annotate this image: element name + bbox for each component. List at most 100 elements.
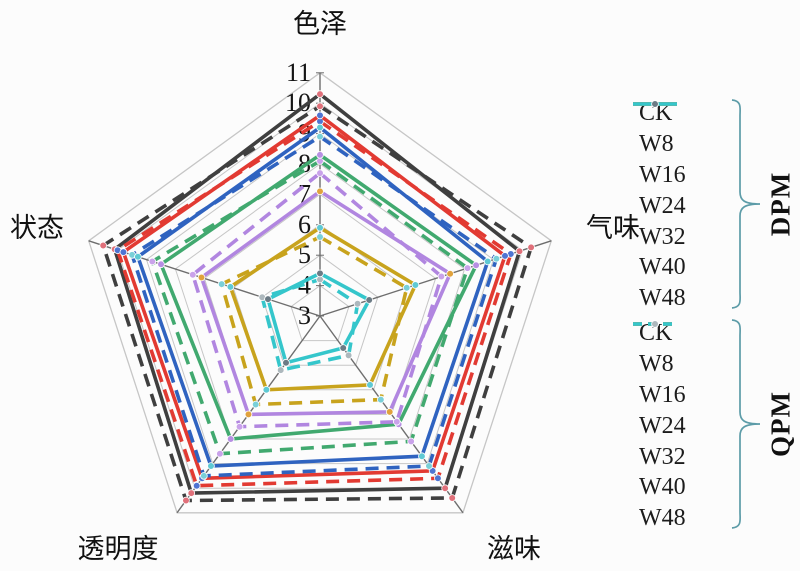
marker-DPM-W16-icon [418,452,426,461]
marker-DPM-W40-icon [262,385,271,394]
marker-DPM-W16-icon [207,462,215,470]
marker-QPM-W32-icon [189,270,197,279]
marker-QPM-W40-icon [376,395,385,404]
series-QPM-W24 [150,158,470,456]
marker-QPM-CK-icon [182,496,190,505]
marker-DPM-W16-icon [483,257,492,266]
grid-ring [174,163,466,440]
legend-item-label: W48 [639,505,686,532]
series-QPM-W32 [190,170,444,429]
series-DPM-CK [112,91,522,495]
legend-line-sample [633,100,677,108]
legend-item-label: W16 [639,381,686,408]
marker-QPM-W40-icon [316,233,324,241]
series-QPM-W48 [260,277,360,373]
marker-DPM-W40-icon [316,224,324,232]
legend-item-DPM-W40: W40 [632,100,686,283]
marker-QPM-W16-icon [425,462,433,470]
marker-DPM-W32-icon [244,410,253,419]
series-DPM-W32 [199,189,453,417]
tick-label-3: 3 [298,301,311,330]
marker-QPM-W16-icon [200,472,208,480]
series-QPM-W16 [129,134,499,478]
series-DPM-W8 [121,113,508,481]
marker-DPM-W32-icon [197,273,206,282]
series-QPM-CK [101,104,534,503]
marker-DPM-W48-icon [282,358,290,367]
series-QPM-W40 [219,234,409,407]
legend-item-DPM-W24: W24 [632,100,686,221]
marker-DPM-W24-icon [226,435,235,443]
marker-QPM-W16-icon [316,132,324,141]
series-DPM-W24 [158,152,479,441]
legend-item-DPM-W16: W16 [632,100,686,191]
legend-group-DPM: CK W8 W16 W24 W32 W40 W48 [632,98,686,314]
legend-item-label: W24 [639,412,686,439]
marker-DPM-W32-icon [446,269,454,278]
marker-DPM-W40-icon [226,283,235,291]
axis-label-1: 色泽 [293,9,347,39]
marker-DPM-CK-icon [316,90,324,98]
legend-item-QPM-W40: W40 [632,320,686,503]
legend-group-QPM: CK W8 W16 W24 W32 W40 W48 [632,318,686,534]
legend-item-label: W40 [639,254,686,281]
marker-QPM-W8-icon [434,474,442,483]
legend-item-DPM-W48: W48 [632,100,686,314]
grid-ring [290,284,350,342]
legend-item-DPM-W32: W32 [632,100,686,252]
grid-ring [261,254,379,366]
marker-DPM-W40-icon [366,381,374,389]
legend-item-label: W32 [639,223,686,250]
axis-label-5: 状态 [10,213,64,243]
marker-QPM-CK-icon [316,102,324,110]
legend-item-QPM-W24: W24 [632,320,686,441]
legend-item-label: W32 [639,443,686,470]
marker-QPM-W24-icon [407,437,415,446]
legend-item-label: W40 [639,474,686,501]
marker-DPM-CK-icon [187,489,196,497]
marker-QPM-W48-icon [276,366,285,374]
marker-DPM-W8-icon [501,252,509,260]
marker-QPM-W24-icon [463,264,472,272]
marker-DPM-W8-icon [119,248,128,256]
legend-line-sample [633,320,677,328]
series-DPM-W16 [135,125,490,468]
marker-DPM-W8-icon [316,111,324,120]
legend-marker-icon [651,320,659,328]
legend-item-DPM-W8: W8 [632,100,686,160]
grid-ring [87,71,553,514]
marker-QPM-W32-icon [235,422,244,431]
marker-QPM-W40-icon [251,400,260,409]
series-DPM-W40 [228,225,418,392]
marker-DPM-W40-icon [411,281,420,289]
marker-QPM-W32-icon [316,169,324,177]
marker-QPM-CK-icon [99,241,107,250]
marker-QPM-W24-icon [216,449,224,458]
group-title-DPM: DPM [765,171,796,237]
marker-QPM-CK-icon [527,243,535,252]
axis-label-2: 气味 [586,213,640,243]
marker-DPM-W48-icon [316,269,324,278]
axis-label-4: 透明度 [78,534,159,564]
marker-DPM-W48-icon [264,295,272,303]
marker-DPM-W24-icon [472,261,480,270]
marker-QPM-W16-icon [492,254,501,263]
marker-DPM-W48-icon [339,344,348,352]
marker-DPM-W24-icon [316,151,324,159]
marker-QPM-W48-icon [353,299,362,308]
marker-QPM-W48-icon [344,351,353,360]
marker-QPM-CK-icon [448,494,457,502]
tick-label-11: 11 [286,58,311,87]
marker-QPM-W24-icon [148,257,157,266]
legend-item-QPM-W16: W16 [632,320,686,411]
marker-DPM-W24-icon [157,260,165,269]
legend-item-QPM-W48: W48 [632,320,686,534]
group-title-QPM: QPM [765,391,796,457]
marker-QPM-W40-icon [217,280,226,288]
marker-DPM-W48-icon [365,296,374,304]
marker-QPM-W32-icon [392,417,401,426]
group-brace-icon [731,99,761,309]
legend-item-label: W16 [639,161,686,188]
